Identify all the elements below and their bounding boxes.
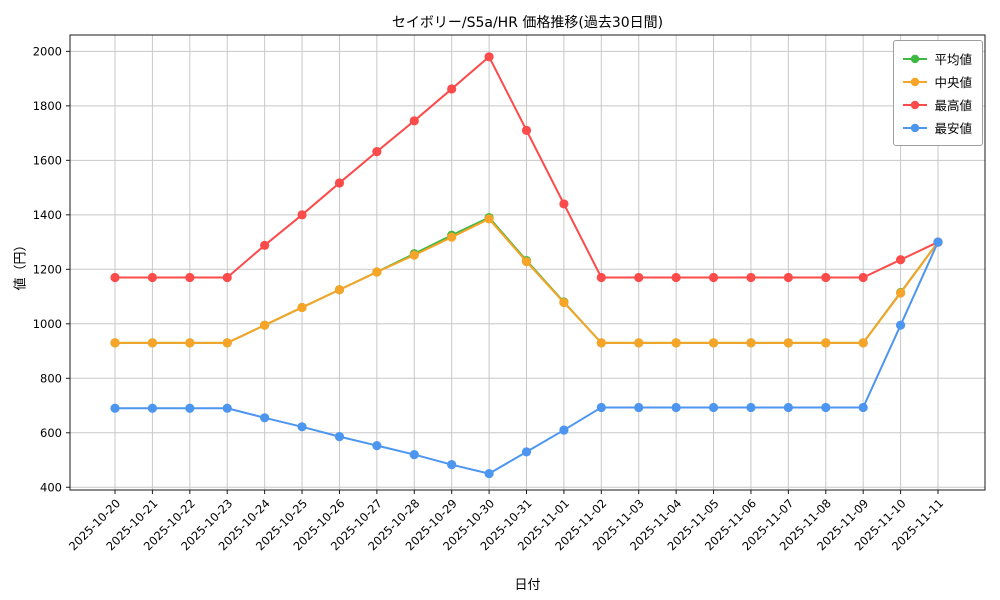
series-marker-中央値: [596, 338, 606, 348]
series-marker-最高値: [447, 84, 457, 94]
y-tick-label: 600: [40, 426, 62, 440]
legend-swatch-icon: [903, 123, 928, 132]
series-marker-最安値: [671, 402, 681, 413]
series-marker-中央値: [297, 302, 307, 313]
series-marker-中央値: [559, 297, 569, 308]
series-marker-最安値: [521, 447, 532, 457]
series-marker-中央値: [185, 338, 195, 348]
series-marker-中央値: [634, 338, 644, 348]
y-tick-label: 1600: [33, 153, 62, 167]
legend-label: 最安値: [934, 121, 972, 136]
series-marker-最安値: [260, 413, 270, 423]
series-marker-最高値: [708, 272, 719, 283]
series-marker-中央値: [372, 267, 382, 277]
series-marker-最安値: [821, 402, 831, 413]
series-marker-中央値: [484, 214, 494, 224]
series-marker-最高値: [634, 272, 644, 283]
series-marker-最安値: [185, 403, 195, 413]
series-marker-最高値: [372, 147, 382, 157]
series-marker-最高値: [746, 272, 756, 283]
y-tick-label: 1200: [33, 262, 62, 276]
y-tick-label: 1400: [33, 208, 62, 222]
y-tick-label: 1800: [33, 99, 62, 113]
series-marker-中央値: [447, 232, 457, 242]
series-marker-最安値: [297, 422, 307, 432]
y-tick-label: 400: [40, 480, 62, 494]
series-marker-中央値: [708, 338, 719, 348]
axes-border: [69, 34, 986, 491]
y-tick-label: 800: [40, 371, 62, 385]
series-marker-中央値: [521, 257, 532, 267]
y-tick-label: 2000: [33, 44, 62, 58]
series-marker-最高値: [783, 272, 793, 283]
series-marker-最安値: [783, 402, 793, 413]
legend-item: 最安値: [902, 116, 972, 139]
series-marker-最安値: [334, 431, 345, 442]
series-marker-中央値: [783, 338, 793, 348]
series-marker-最高値: [596, 272, 606, 283]
legend-item: 中央値: [902, 70, 972, 93]
series-marker-最安値: [895, 320, 906, 330]
series-marker-最高値: [521, 125, 532, 135]
series-marker-最安値: [222, 403, 232, 413]
series-marker-最安値: [634, 402, 644, 413]
legend-item: 最高値: [902, 93, 972, 116]
series-marker-最安値: [708, 402, 719, 413]
series-marker-最高値: [821, 272, 831, 283]
series-marker-中央値: [858, 338, 868, 348]
series-marker-中央値: [222, 338, 232, 348]
series-marker-最安値: [110, 403, 120, 413]
legend-swatch-icon: [903, 54, 928, 63]
legend: 平均値中央値最高値最安値: [893, 40, 983, 146]
series-marker-中央値: [260, 320, 270, 330]
series-marker-最高値: [895, 255, 906, 265]
series-marker-中央値: [409, 250, 419, 260]
series-marker-最高値: [297, 210, 307, 220]
series-marker-中央値: [821, 338, 831, 348]
series-marker-最安値: [447, 460, 457, 470]
series-marker-最安値: [409, 449, 419, 460]
series-marker-最安値: [147, 403, 158, 413]
legend-label: 平均値: [934, 52, 972, 67]
series-marker-中央値: [110, 338, 120, 348]
series-marker-最安値: [484, 469, 494, 479]
series-marker-中央値: [746, 338, 756, 348]
series-marker-最安値: [559, 425, 569, 435]
y-tick-label: 1000: [33, 317, 62, 331]
series-marker-最高値: [222, 272, 232, 283]
series-marker-最高値: [671, 272, 681, 283]
series-marker-最安値: [596, 402, 606, 413]
series-marker-最高値: [260, 240, 270, 250]
series-marker-最高値: [484, 52, 494, 62]
series-marker-最高値: [858, 272, 868, 283]
series-marker-最高値: [334, 178, 345, 188]
series-marker-最安値: [933, 237, 943, 247]
series-marker-中央値: [671, 338, 681, 348]
series-marker-最安値: [746, 402, 756, 413]
series-marker-最安値: [858, 402, 868, 413]
series-marker-中央値: [895, 288, 906, 298]
series-marker-中央値: [334, 285, 345, 295]
legend-label: 最高値: [934, 98, 972, 113]
series-marker-最高値: [147, 272, 158, 283]
series-marker-最安値: [372, 440, 382, 451]
series-marker-最高値: [110, 272, 120, 283]
series-marker-最高値: [559, 199, 569, 209]
legend-swatch-icon: [903, 100, 928, 109]
legend-item: 平均値: [902, 47, 972, 70]
legend-label: 中央値: [934, 75, 972, 90]
series-marker-最高値: [409, 116, 419, 126]
series-marker-中央値: [147, 338, 158, 348]
chart-title: セイボリー/S5a/HR 価格推移(過去30日間): [391, 15, 664, 31]
series-marker-最高値: [185, 272, 195, 283]
x-axis-label: 日付: [514, 578, 541, 593]
legend-swatch-icon: [903, 77, 928, 86]
